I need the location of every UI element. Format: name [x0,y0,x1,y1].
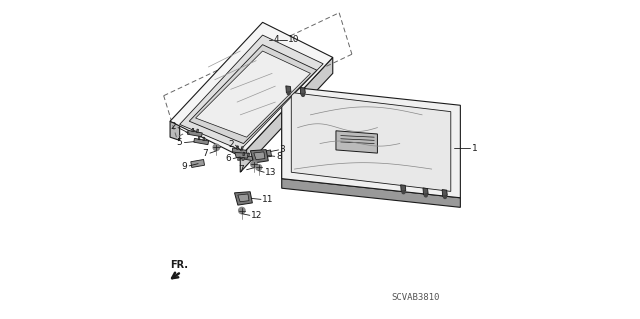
Polygon shape [282,179,460,207]
Text: SCVAB3810: SCVAB3810 [392,293,440,302]
Text: 9: 9 [181,162,187,171]
Polygon shape [239,154,253,161]
Text: 7: 7 [202,149,208,158]
Polygon shape [241,147,243,150]
Polygon shape [198,136,200,140]
Polygon shape [194,138,209,145]
Polygon shape [203,137,205,141]
Text: 3: 3 [280,145,285,154]
Polygon shape [237,158,240,160]
Text: 10: 10 [287,35,299,44]
Polygon shape [232,148,247,154]
Circle shape [402,191,405,194]
Polygon shape [291,93,451,191]
Circle shape [424,194,428,197]
Polygon shape [442,189,447,197]
Polygon shape [170,121,180,140]
Polygon shape [196,51,310,137]
Text: 7: 7 [239,165,244,174]
Circle shape [239,207,245,214]
Polygon shape [192,128,194,132]
Polygon shape [336,131,378,153]
Text: 11: 11 [262,195,273,204]
Polygon shape [236,146,239,149]
Text: 4: 4 [273,35,279,44]
Polygon shape [196,129,198,133]
Polygon shape [170,22,333,156]
Text: 2: 2 [228,140,234,149]
Polygon shape [180,35,323,150]
Circle shape [301,93,305,96]
Text: 2: 2 [170,122,176,131]
Polygon shape [423,188,428,195]
Polygon shape [401,185,406,192]
Polygon shape [243,152,245,156]
Polygon shape [191,160,205,167]
Circle shape [251,161,257,167]
Polygon shape [282,86,460,198]
Polygon shape [235,152,249,158]
Text: FR.: FR. [170,260,188,270]
Polygon shape [262,150,271,158]
Polygon shape [238,194,249,202]
Text: 12: 12 [251,211,262,220]
Polygon shape [189,45,317,144]
Polygon shape [300,87,305,94]
Polygon shape [240,57,333,172]
Polygon shape [254,152,265,160]
Circle shape [213,144,220,151]
Text: 13: 13 [265,168,276,177]
Circle shape [444,196,447,198]
Polygon shape [234,192,252,205]
Polygon shape [250,150,268,163]
Text: 6: 6 [225,154,231,163]
Polygon shape [248,153,250,157]
Text: 8: 8 [276,152,282,161]
Polygon shape [282,86,291,179]
Circle shape [256,165,262,170]
Polygon shape [242,158,244,160]
Circle shape [287,92,290,95]
Text: 1: 1 [472,144,477,153]
Text: 5: 5 [177,138,182,147]
Polygon shape [188,130,202,137]
Polygon shape [286,86,291,93]
